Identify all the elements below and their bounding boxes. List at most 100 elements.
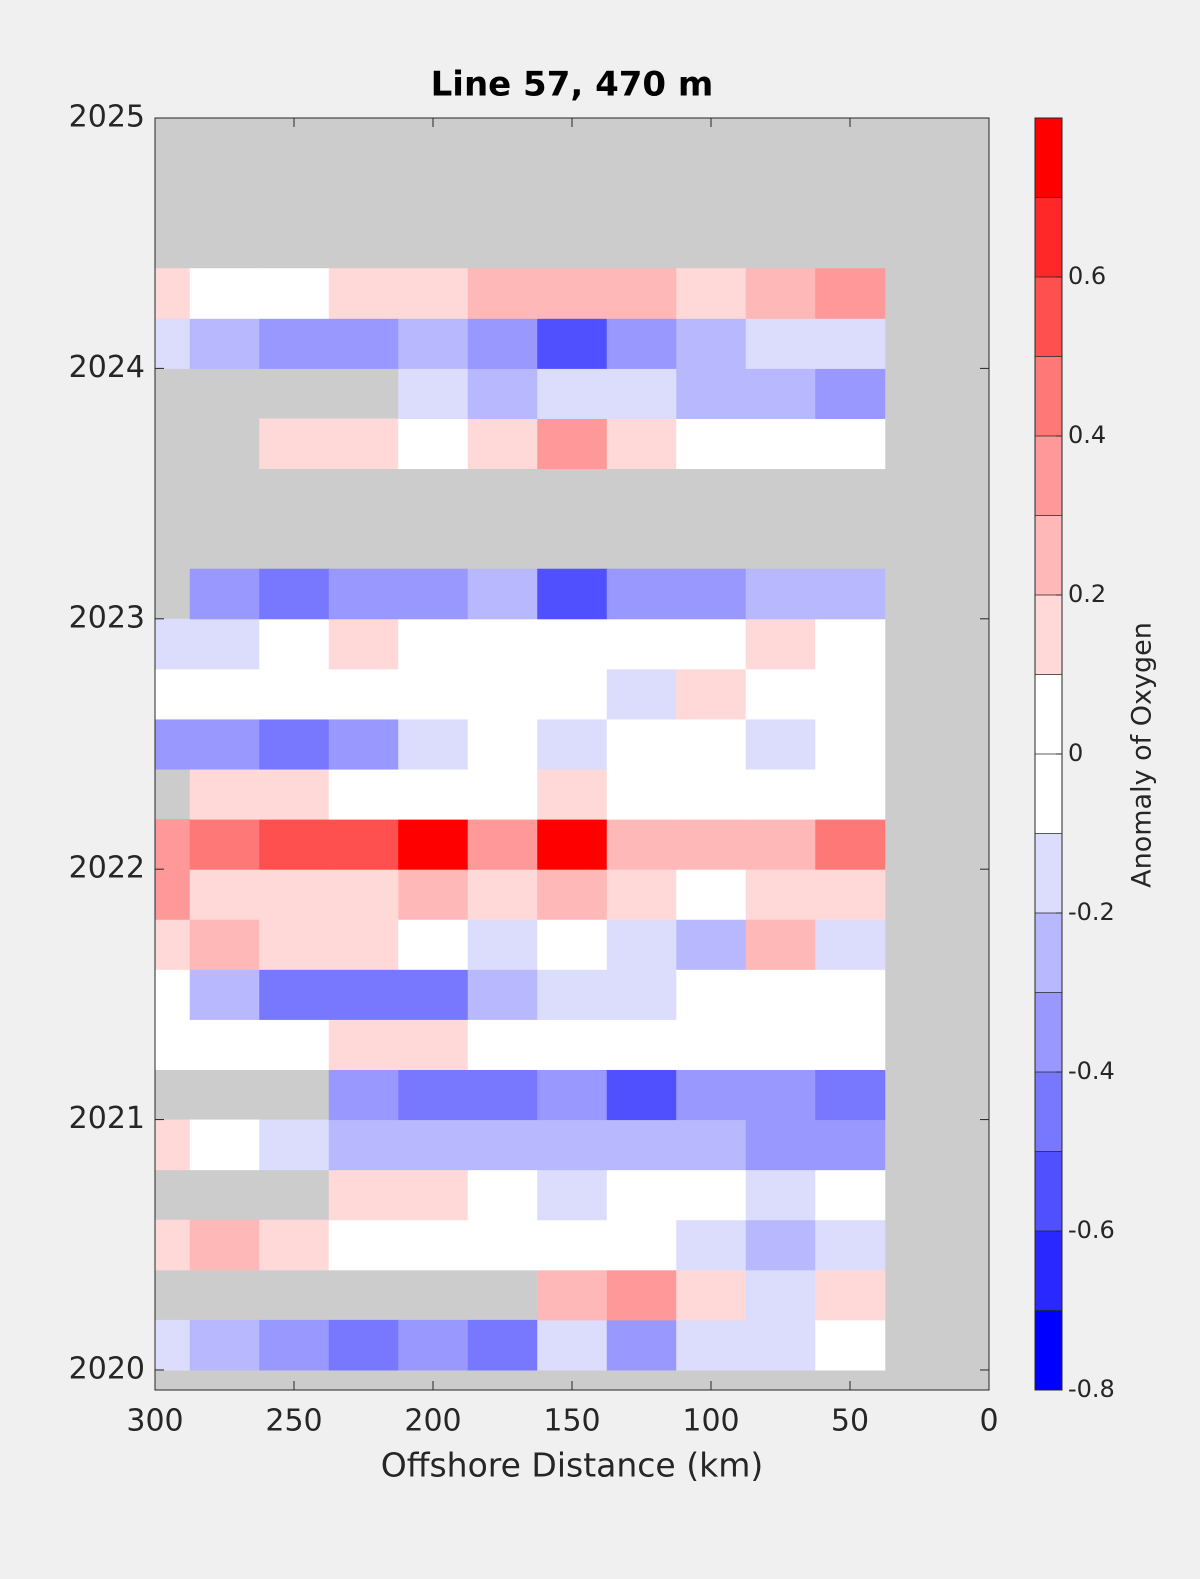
colorbar-segment	[1035, 118, 1062, 198]
contour-cell	[537, 869, 608, 920]
contour-cell	[537, 1269, 608, 1321]
colorbar-segment	[1035, 436, 1062, 516]
contour-cell	[537, 819, 608, 870]
y-tick-label: 2020	[69, 1351, 145, 1386]
colorbar-segment	[1035, 515, 1062, 595]
contour-cell	[745, 1219, 816, 1271]
contour-cell	[398, 819, 469, 870]
contour-cell	[676, 668, 747, 720]
contour-cell	[189, 268, 260, 319]
colorbar-segment	[1035, 277, 1062, 357]
contour-cell	[815, 1019, 886, 1070]
contour-cell	[189, 769, 260, 820]
contour-cell	[745, 368, 816, 419]
contour-cell	[328, 769, 399, 820]
contour-cell	[745, 1319, 816, 1371]
contour-cell	[189, 1019, 260, 1070]
contour-cell	[328, 1069, 399, 1121]
contour-cell	[398, 919, 469, 970]
contour-cell	[606, 1169, 677, 1221]
contour-cell	[328, 418, 399, 470]
contour-cell	[328, 869, 399, 920]
contour-cell	[606, 919, 677, 970]
chart-title: Line 57, 470 m	[431, 65, 714, 105]
contour-cell	[676, 869, 747, 920]
contour-cell	[328, 1119, 399, 1171]
contour-cell	[606, 869, 677, 920]
contour-cell	[155, 1019, 191, 1070]
contour-cell	[815, 1319, 886, 1371]
contour-cell	[537, 568, 608, 620]
x-tick-label: 50	[831, 1404, 869, 1439]
contour-cell	[676, 969, 747, 1020]
contour-cell	[155, 268, 191, 319]
contour-cell	[189, 718, 260, 770]
contour-cell	[606, 668, 677, 720]
contour-cell	[537, 1319, 608, 1371]
contour-cell	[537, 1119, 608, 1171]
contour-cell	[815, 618, 886, 670]
contour-cell	[259, 1119, 330, 1171]
contour-cell	[328, 318, 399, 369]
contour-cell	[676, 268, 747, 319]
contour-cell	[815, 1119, 886, 1171]
contour-cell	[398, 1219, 469, 1271]
colorbar-tick-label: 0	[1068, 739, 1083, 767]
contour-cell	[155, 618, 191, 670]
contour-cell	[606, 969, 677, 1020]
contour-cell	[398, 769, 469, 820]
contour-cell	[745, 718, 816, 770]
contour-cell	[606, 718, 677, 770]
contour-cell	[467, 869, 538, 920]
contour-cell	[259, 568, 330, 620]
contour-cell	[676, 368, 747, 419]
contour-cell	[328, 718, 399, 770]
contour-cell	[745, 819, 816, 870]
contour-cell	[259, 668, 330, 720]
contour-cell	[606, 318, 677, 369]
contour-cell	[189, 568, 260, 620]
contour-cell	[467, 568, 538, 620]
contour-cell	[537, 969, 608, 1020]
colorbar-tick-label: 0.6	[1068, 262, 1106, 290]
contour-cell	[467, 1119, 538, 1171]
contour-cell	[189, 819, 260, 870]
contour-cell	[745, 1169, 816, 1221]
contour-cell	[259, 718, 330, 770]
contour-cell	[467, 769, 538, 820]
contour-cell	[745, 919, 816, 970]
contour-cell	[328, 618, 399, 670]
contour-cell	[606, 1019, 677, 1070]
colorbar-segment	[1035, 197, 1062, 277]
colorbar-segment	[1035, 1151, 1062, 1231]
contour-cell	[815, 1169, 886, 1221]
contour-cell	[398, 568, 469, 620]
contour-cell	[676, 318, 747, 369]
contour-cell	[328, 268, 399, 319]
contour-cell	[537, 668, 608, 720]
contour-cell	[189, 869, 260, 920]
contour-cell	[155, 819, 191, 870]
contour-cell	[189, 919, 260, 970]
y-tick-label: 2023	[69, 600, 145, 635]
contour-cell	[815, 368, 886, 419]
contour-cell	[676, 819, 747, 870]
contour-cell	[815, 1219, 886, 1271]
contour-cell	[398, 1119, 469, 1171]
contour-cell	[189, 318, 260, 369]
contour-cell	[155, 969, 191, 1020]
contour-cell	[398, 418, 469, 470]
contour-cell	[815, 718, 886, 770]
y-tick-label: 2024	[69, 350, 145, 385]
contour-cell	[398, 318, 469, 369]
contour-cell	[398, 1069, 469, 1121]
contour-cell	[537, 318, 608, 369]
contour-cell	[815, 1269, 886, 1321]
contour-cell	[606, 1219, 677, 1271]
contour-cell	[189, 1319, 260, 1371]
contour-cell	[328, 568, 399, 620]
contour-cell	[259, 318, 330, 369]
contour-cell	[676, 1119, 747, 1171]
colorbar-tick-label: -0.8	[1068, 1375, 1115, 1403]
contour-cell	[259, 618, 330, 670]
